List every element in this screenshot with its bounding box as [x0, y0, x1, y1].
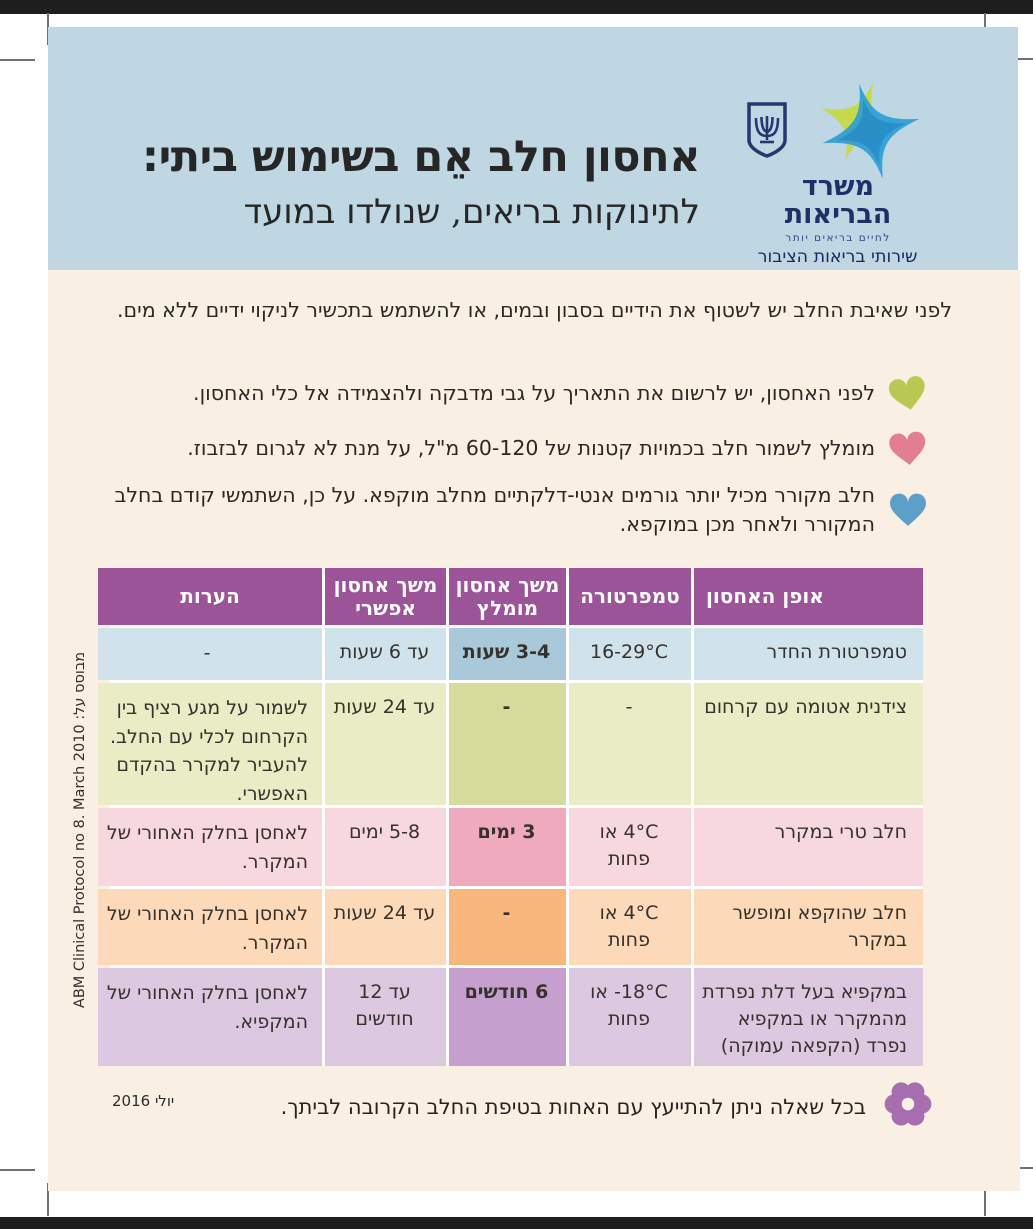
cell-recommended: 6 חודשים — [449, 968, 566, 1066]
cell-possible: עד 24 שעות — [325, 683, 446, 805]
tip-item: לפני האחסון, יש לרשום את התאריך על גבי מ… — [88, 371, 928, 417]
cell-method: חלב טרי במקרר — [694, 808, 923, 886]
crop-mark — [0, 1169, 35, 1171]
source-reference: מבוסס על: ABM Clinical Protocol no 8. Ma… — [72, 651, 88, 1009]
page-heading: אחסון חלב אֵם בשימוש ביתי: לתינוקות בריא… — [141, 132, 701, 232]
header-band — [48, 27, 1018, 270]
heart-icon — [888, 376, 925, 410]
cell-temperature: 4°C או פחות — [569, 889, 691, 965]
header-cell-method: אופן האחסון — [694, 568, 923, 625]
ministry-department: שירותי בריאות הציבור — [757, 247, 918, 267]
ministry-of-health-logo: משרד הבריאות לחיים בריאים יותר שירותי בר… — [725, 75, 940, 270]
cell-method: טמפרטורת החדר — [694, 628, 923, 680]
page-title: אחסון חלב אֵם בשימוש ביתי: — [141, 132, 701, 182]
cell-notes: לאחסן בחלק האחורי של המקפיא. — [98, 968, 322, 1066]
cell-possible: 5-8 ימים — [325, 808, 446, 886]
cell-possible: עד 6 שעות — [325, 628, 446, 680]
cell-temperature: 4°C או פחות — [569, 808, 691, 886]
crop-mark — [984, 1183, 986, 1216]
cell-method: צידנית אטומה עם קרחום — [694, 683, 923, 805]
page-subtitle: לתינוקות בריאים, שנולדו במועד — [243, 192, 700, 232]
heart-icon — [890, 493, 926, 527]
intro-text: לפני שאיבת החלב יש לשטוף את הידיים בסבון… — [116, 298, 952, 322]
crop-mark — [1005, 58, 1033, 60]
ministry-name: משרד הבריאות — [784, 171, 892, 230]
cell-possible: עד 12 חודשים — [325, 968, 446, 1066]
footer-note-text: בכל שאלה ניתן להתייעץ עם האחות בטיפת החל… — [280, 1095, 866, 1119]
crop-mark — [47, 1183, 49, 1216]
cell-recommended: 3 ימים — [449, 808, 566, 886]
cell-notes: לאחסן בחלק האחורי של המקרר. — [98, 808, 322, 886]
cell-recommended: - — [449, 889, 566, 965]
tip-item: מומלץ לשמור חלב בכמויות קטנות של 60-120 … — [88, 426, 928, 472]
ministry-tagline: לחיים בריאים יותר — [785, 232, 891, 244]
cell-notes: לאחסן בחלק האחורי של המקרר. — [98, 889, 322, 965]
cell-recommended: 3-4 שעות — [449, 628, 566, 680]
storage-table: אופן האחסון טמפרטורה משך אחסון מומלץ משך… — [98, 568, 923, 1066]
tip-item: חלב מקורר מכיל יותר גורמים אנטי-דלקתיים … — [88, 481, 928, 539]
heart-icon — [889, 431, 926, 465]
scan-bottom-bar — [0, 1217, 1033, 1229]
cell-method: במקפיא בעל דלת נפרדת מהמקרר או במקפיא נפ… — [694, 968, 923, 1066]
tip-text: חלב מקורר מכיל יותר גורמים אנטי-דלקתיים … — [114, 483, 875, 537]
scan-top-bar — [0, 0, 1033, 14]
cell-recommended: - — [449, 683, 566, 805]
tip-text: מומלץ לשמור חלב בכמויות קטנות של 60-120 … — [187, 436, 875, 461]
cell-temperature: 16-29°C — [569, 628, 691, 680]
header-cell-notes: הערות — [98, 568, 322, 625]
logo-star-icon — [821, 82, 920, 179]
cell-notes: לשמור על מגע רציף בין הקרחום לכלי עם החל… — [98, 683, 322, 805]
header-cell-recommended: משך אחסון מומלץ — [449, 568, 566, 625]
cell-notes: - — [98, 628, 322, 680]
tip-text: לפני האחסון, יש לרשום את התאריך על גבי מ… — [193, 381, 875, 406]
publish-date: יולי 2016 — [112, 1092, 175, 1110]
tips-list: לפני האחסון, יש לרשום את התאריך על גבי מ… — [88, 371, 928, 539]
header-cell-temperature: טמפרטורה — [569, 568, 691, 625]
cell-temperature: - — [569, 683, 691, 805]
cell-possible: עד 24 שעות — [325, 889, 446, 965]
cell-temperature: -18°C או פחות — [569, 968, 691, 1066]
footer-note: בכל שאלה ניתן להתייעץ עם האחות בטיפת החל… — [281, 1074, 938, 1134]
header-cell-possible: משך אחסון אפשרי — [325, 568, 446, 625]
cell-method: חלב שהוקפא ומופשר במקרר — [694, 889, 923, 965]
crop-mark — [0, 59, 35, 61]
israel-emblem-icon — [747, 102, 787, 158]
flower-icon — [884, 1082, 932, 1126]
